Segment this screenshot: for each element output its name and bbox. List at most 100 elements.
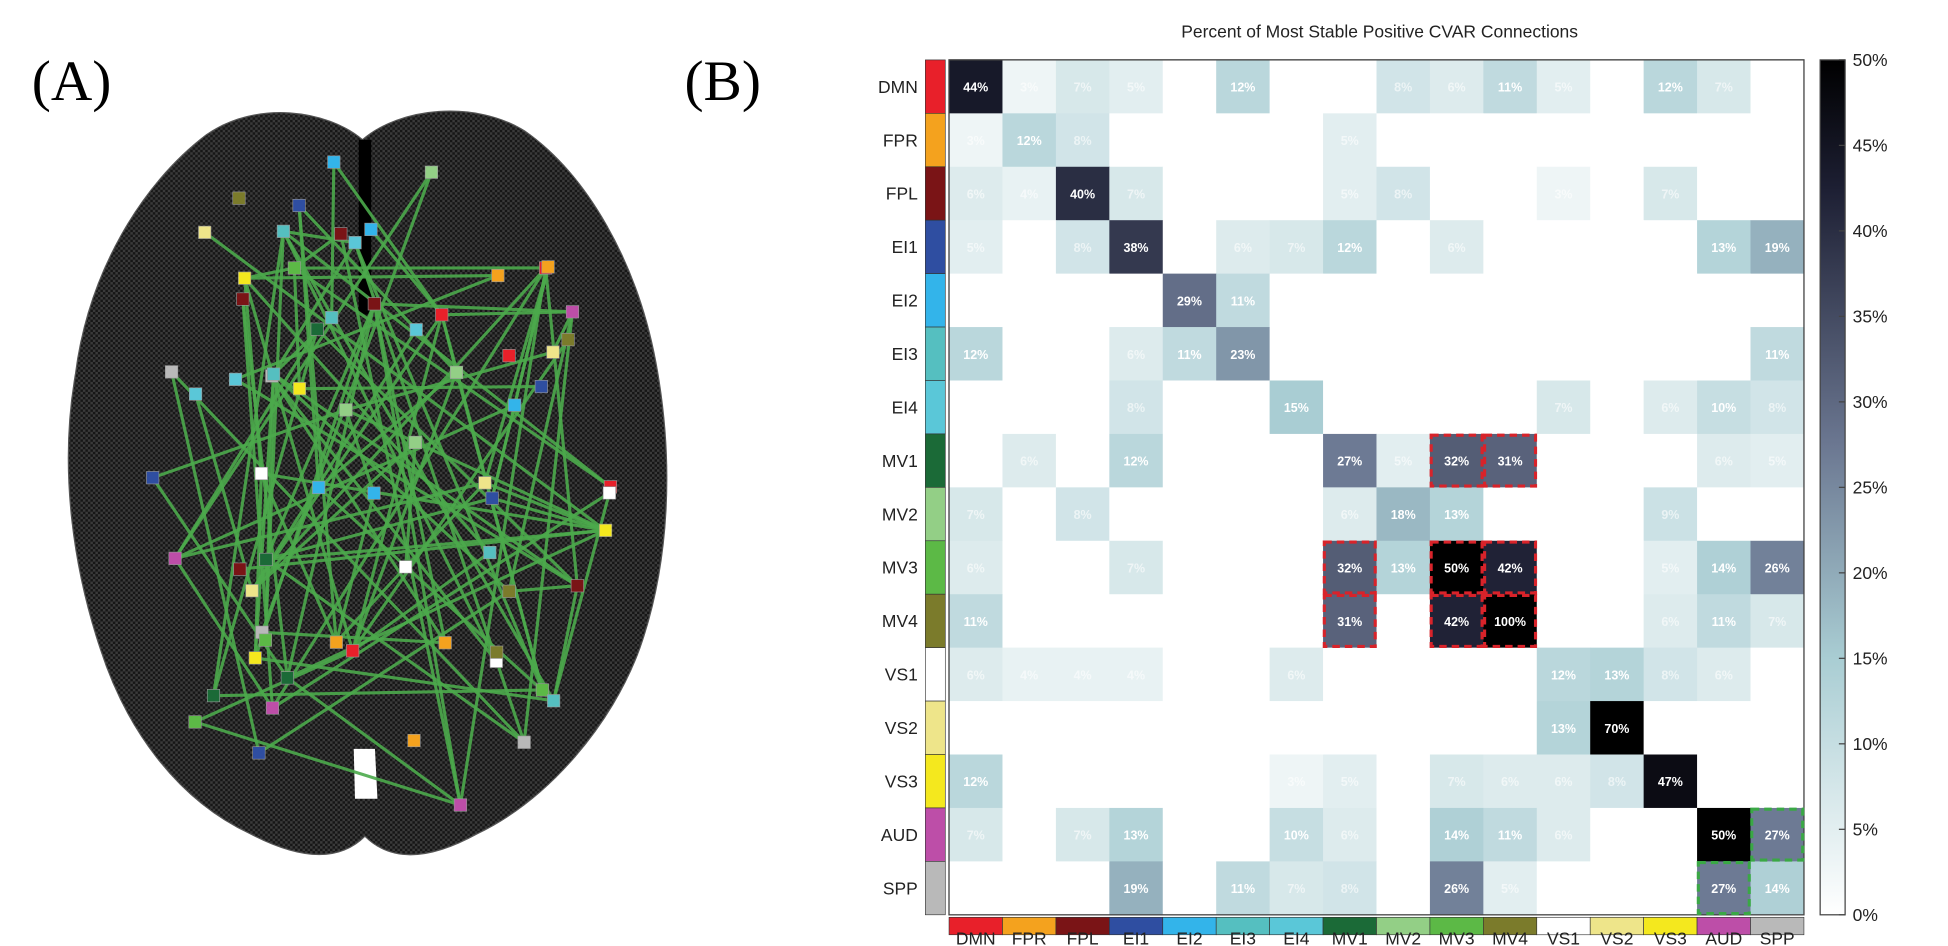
cell-label: 5%	[1341, 134, 1359, 148]
heatmap-cell	[1323, 754, 1377, 809]
row-label: MV2	[882, 504, 918, 524]
heatmap-cell	[1109, 754, 1164, 809]
colorbar-tick-label: 40%	[1853, 221, 1888, 241]
heatmap-cell	[1536, 807, 1591, 862]
heatmap-cell	[1162, 327, 1217, 381]
heatmap-cell	[949, 327, 1003, 381]
connection-line	[272, 241, 357, 375]
connection-line	[250, 328, 418, 592]
heatmap-cell	[1429, 807, 1484, 862]
heatmap-cell	[1269, 380, 1324, 435]
connection-line	[317, 486, 555, 702]
heatmap-cell	[1269, 166, 1324, 221]
row-color	[925, 219, 946, 274]
connection-line	[353, 242, 544, 691]
heatmap-cell	[1055, 166, 1110, 221]
heatmap-cell	[1269, 540, 1324, 595]
heatmap-cell	[949, 433, 1003, 488]
cell-label: 47%	[1658, 775, 1683, 789]
colorbar-tick-label: 15%	[1853, 649, 1888, 669]
heatmap-cell	[1162, 754, 1217, 809]
node-dot	[265, 701, 280, 715]
cell-label: 6%	[1127, 348, 1145, 362]
heatmap-cell	[1216, 487, 1270, 542]
heatmap-cell	[1269, 433, 1324, 488]
node-dot	[485, 491, 499, 505]
heatmap-cell	[1216, 701, 1270, 755]
node-dot	[502, 584, 516, 598]
colorbar-tick-label: 5%	[1853, 820, 1878, 840]
node-dot	[329, 635, 343, 649]
heatmap-cell	[1055, 701, 1110, 755]
node-dot	[346, 644, 360, 658]
cell-label: 7%	[1074, 829, 1092, 843]
node-dot	[438, 636, 452, 650]
row-label: MV3	[882, 558, 918, 578]
heatmap-cell	[1216, 594, 1270, 649]
connection-line	[455, 371, 544, 691]
heatmap-cell	[1002, 487, 1057, 542]
heatmap-cell	[1536, 647, 1591, 702]
connection-line	[173, 171, 433, 560]
connection-line	[211, 231, 285, 696]
cell-label: 40%	[1070, 187, 1095, 201]
connection-line	[286, 676, 462, 807]
node-dot	[189, 387, 203, 401]
heatmap-cell	[1002, 380, 1057, 435]
heatmap-cell	[1643, 273, 1698, 328]
cell-label: 14%	[1444, 829, 1469, 843]
node-dot	[339, 403, 353, 417]
connection-line	[292, 267, 302, 389]
heatmap-cell	[1483, 113, 1538, 168]
cell-label: 7%	[1661, 187, 1679, 201]
heatmap-cell	[1376, 594, 1431, 649]
heatmap-cell	[1697, 380, 1751, 435]
heatmap-cell	[1697, 59, 1751, 114]
cell-label: 6%	[1287, 668, 1305, 682]
row-color	[925, 487, 946, 542]
heatmap-cell	[1590, 701, 1645, 755]
heatmap-cell	[1590, 433, 1645, 488]
heatmap-cell	[1429, 754, 1484, 809]
cell-label: 6%	[1501, 775, 1519, 789]
cell-label: 6%	[1715, 455, 1733, 469]
cell-label: 44%	[963, 81, 988, 95]
heatmap-cell	[1269, 113, 1324, 168]
cell-label: 19%	[1765, 241, 1790, 255]
node-dot	[233, 562, 247, 576]
cell-label: 7%	[967, 508, 985, 522]
heatmap-cell	[1323, 166, 1377, 221]
heatmap-cell	[1002, 594, 1057, 649]
connection-line	[344, 409, 376, 494]
row-label: SPP	[883, 878, 918, 898]
heatmap-cell	[949, 220, 1003, 275]
heatmap-cell	[1536, 701, 1591, 755]
heatmap-cell	[1483, 647, 1538, 702]
connection-line	[243, 277, 355, 652]
heatmap-cell	[1590, 380, 1645, 435]
heatmap-cell	[1590, 273, 1645, 328]
heatmap-cell	[1590, 220, 1645, 275]
heatmap-cell	[1750, 487, 1805, 542]
row-label: EI2	[892, 291, 918, 311]
cell-label: 23%	[1230, 348, 1255, 362]
cell-label: 6%	[1341, 508, 1359, 522]
heatmap-cell	[1750, 701, 1805, 755]
node-dot	[407, 734, 421, 748]
row-label: FPR	[883, 130, 918, 150]
connection-line	[507, 311, 574, 592]
heatmap-cell	[1429, 220, 1484, 275]
heatmap-cell	[1109, 273, 1164, 328]
heatmap-cell	[1002, 861, 1057, 916]
col-label: MV3	[1439, 929, 1475, 946]
row-label: VS3	[885, 771, 918, 791]
heatmap-cell	[1323, 327, 1377, 381]
heatmap-cell	[1055, 220, 1110, 275]
node-dot	[570, 579, 584, 593]
cell-label: 31%	[1337, 615, 1362, 629]
heatmap-cell	[1750, 327, 1805, 381]
highlight-box	[1750, 807, 1805, 862]
heatmap-cell	[1429, 647, 1484, 702]
heatmap-cell	[1055, 273, 1110, 328]
